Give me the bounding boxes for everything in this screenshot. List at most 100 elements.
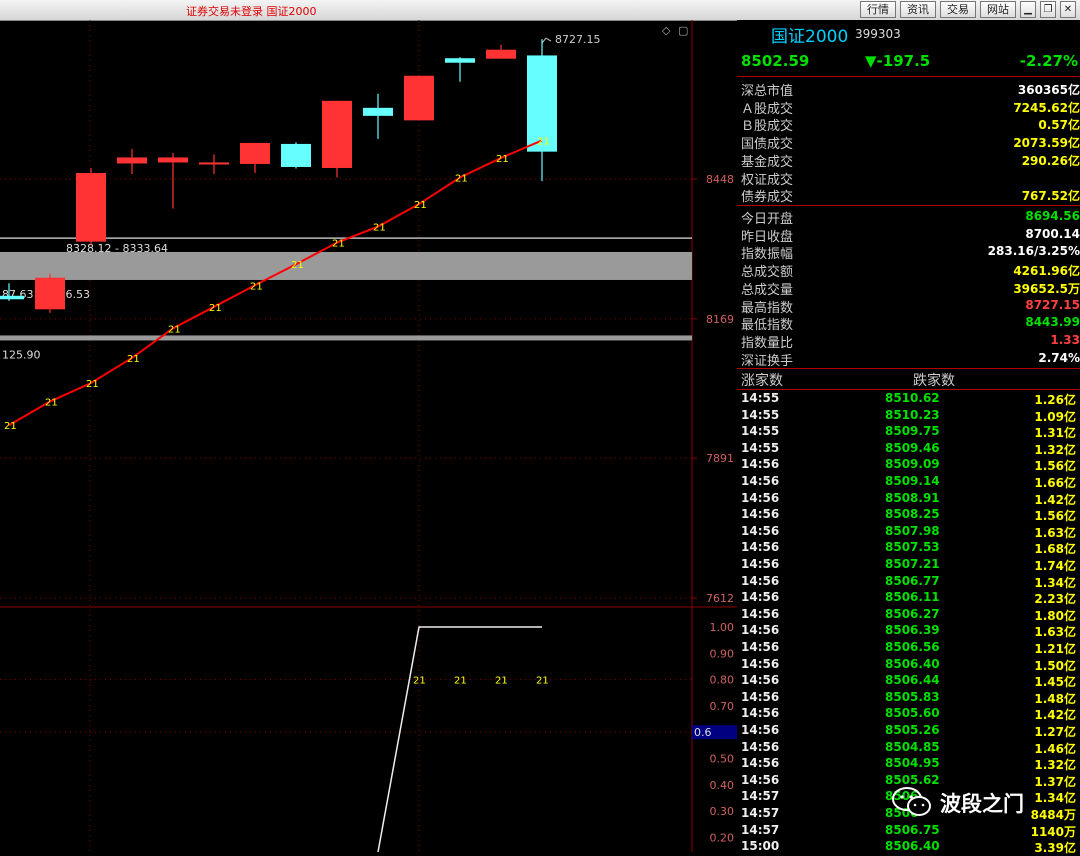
tick-row[interactable]: 14:55 8510.23 1.09亿 <box>737 408 1076 425</box>
range-band <box>0 251 692 280</box>
axis-label: 8169 <box>706 313 734 326</box>
close-icon[interactable]: ✕ <box>1060 1 1076 18</box>
tick-row[interactable]: 14:56 8507.98 1.63亿 <box>737 524 1076 541</box>
tick-price: 8507.21 <box>885 557 940 571</box>
candle-body <box>117 157 147 164</box>
tick-time: 14:56 <box>741 656 780 671</box>
market-button[interactable]: 行情 <box>860 1 896 18</box>
tick-row[interactable]: 14:56 8506.39 1.63亿 <box>737 623 1076 640</box>
tick-time: 14:57 <box>741 806 780 820</box>
ma-line: 21 21 21 21 21 21 21 21 21 21 21 21 21 21 <box>4 136 550 432</box>
tick-row[interactable]: 14:56 8505.83 1.48亿 <box>737 690 1076 707</box>
tick-row[interactable]: 14:56 8505.60 1.42亿 <box>737 706 1076 723</box>
tick-volume: 1.34亿 <box>1034 791 1076 806</box>
stat-value: 283.16/3.25% <box>987 244 1080 259</box>
stat-value: 8727.15 <box>1025 297 1080 312</box>
wechat-icon <box>892 787 931 816</box>
tick-price: 8505.83 <box>885 689 940 704</box>
stat-row: 总成交量 39652.5万 <box>741 279 1080 298</box>
tick-row[interactable]: 14:56 8507.53 1.68亿 <box>737 540 1076 557</box>
restore-icon[interactable]: ❐ <box>1040 1 1056 18</box>
sub-label: 21 <box>413 676 426 687</box>
tick-time: 14:56 <box>741 474 780 488</box>
tick-row[interactable]: 14:55 8510.62 1.26亿 <box>737 391 1076 408</box>
tick-price: 8509.46 <box>885 440 940 455</box>
tick-row[interactable]: 14:56 8509.09 1.56亿 <box>737 457 1076 474</box>
toolbar: 行情 资讯 交易 网站 ▁ ❐ ✕ <box>860 1 1076 18</box>
candle-body <box>158 157 188 163</box>
tick-row[interactable]: 14:56 8508.91 1.42亿 <box>737 491 1076 508</box>
tick-price: 8506.39 <box>885 623 940 638</box>
tick-row[interactable]: 14:56 8504.95 1.32亿 <box>737 756 1076 773</box>
sub-current-value: 0.6 <box>694 726 712 739</box>
stat-value: 360365亿 <box>1017 83 1080 97</box>
ma-label: 21 <box>209 303 222 314</box>
candle-body <box>527 55 557 152</box>
tick-row[interactable]: 14:56 8506.44 1.45亿 <box>737 673 1076 690</box>
stat-label: 基金成交 <box>741 154 794 170</box>
tick-row[interactable]: 14:56 8506.56 1.21亿 <box>737 640 1076 657</box>
stat-value: 4261.96亿 <box>1013 264 1080 279</box>
news-button[interactable]: 资讯 <box>900 1 936 18</box>
square-icon: ▢ <box>678 24 688 37</box>
ma-label: 21 <box>127 354 140 365</box>
tick-volume: 1.37亿 <box>1034 774 1076 789</box>
change-percent: -2.27% <box>1019 52 1078 70</box>
ma-label: 21 <box>414 200 427 211</box>
tick-row[interactable]: 14:56 8506.77 1.34亿 <box>737 574 1076 591</box>
candle-body <box>281 143 311 167</box>
divider <box>737 205 1080 206</box>
minimize-icon[interactable]: ▁ <box>1020 1 1036 18</box>
tick-row[interactable]: 14:56 8509.14 1.66亿 <box>737 474 1076 491</box>
tick-time: 14:56 <box>741 640 780 654</box>
stat-value: 767.52亿 <box>1021 189 1080 204</box>
tick-row[interactable]: 15:00 8506.40 3.39亿 <box>737 839 1076 856</box>
ma-label: 21 <box>291 260 304 271</box>
window-title: 证券交易未登录 国证2000 <box>186 5 317 18</box>
tick-row[interactable]: 14:56 8504.85 1.46亿 <box>737 740 1076 757</box>
tick-time: 14:56 <box>741 606 780 621</box>
tick-time: 14:56 <box>741 689 780 704</box>
tick-row[interactable]: 14:56 8505.26 1.27亿 <box>737 723 1076 740</box>
stat-row: 总成交额 4261.96亿 <box>741 261 1080 280</box>
website-button[interactable]: 网站 <box>980 1 1016 18</box>
trade-button[interactable]: 交易 <box>940 1 976 18</box>
tick-price: 8508.25 <box>885 507 940 522</box>
tick-row[interactable]: 14:56 8507.21 1.74亿 <box>737 557 1076 574</box>
tick-volume: 8484万 <box>1030 808 1076 822</box>
tick-time: 14:56 <box>741 673 780 688</box>
tick-row[interactable]: 14:56 8505.62 1.37亿 <box>737 773 1076 790</box>
ma-label: 21 <box>537 136 550 147</box>
tick-time: 14:55 <box>741 391 780 405</box>
tick-time: 14:56 <box>741 772 780 787</box>
tick-row[interactable]: 14:57 8506 8484万 <box>737 806 1076 823</box>
tick-time: 14:57 <box>741 822 780 837</box>
ma-label: 21 <box>168 324 181 335</box>
tick-volume: 1.74亿 <box>1034 559 1076 573</box>
tick-row[interactable]: 14:56 8508.25 1.56亿 <box>737 507 1076 524</box>
ma-label: 21 <box>373 223 386 234</box>
candle-body <box>486 49 516 59</box>
tick-row[interactable]: 14:56 8506.11 2.23亿 <box>737 590 1076 607</box>
tick-row[interactable]: 14:55 8509.75 1.31亿 <box>737 424 1076 441</box>
divider <box>737 76 1080 77</box>
stat-row: 权证成交 <box>741 169 1080 188</box>
stat-row: Ａ股成交 7245.62亿 <box>741 98 1080 117</box>
stat-label: 昨日收盘 <box>741 229 794 245</box>
tick-price: 8509.09 <box>885 457 940 472</box>
tick-row[interactable]: 14:56 8506.27 1.80亿 <box>737 607 1076 624</box>
tick-row[interactable]: 14:56 8506.40 1.50亿 <box>737 657 1076 674</box>
tick-volume: 1.46亿 <box>1034 741 1076 756</box>
tick-row[interactable]: 14:57 8506.75 1140万 <box>737 823 1076 840</box>
index-name: 国证2000 <box>771 27 849 47</box>
stat-value: 2.74% <box>1038 350 1080 365</box>
stat-value: 8700.14 <box>1025 226 1080 241</box>
stat-row: 国债成交 2073.59亿 <box>741 133 1080 152</box>
tick-row[interactable]: 14:55 8509.46 1.32亿 <box>737 441 1076 458</box>
candle-body <box>363 107 393 116</box>
stat-value: 8443.99 <box>1025 315 1080 330</box>
stat-label: Ａ股成交 <box>741 101 794 117</box>
tick-volume: 1.48亿 <box>1034 691 1076 706</box>
tick-volume: 1.21亿 <box>1034 642 1076 656</box>
